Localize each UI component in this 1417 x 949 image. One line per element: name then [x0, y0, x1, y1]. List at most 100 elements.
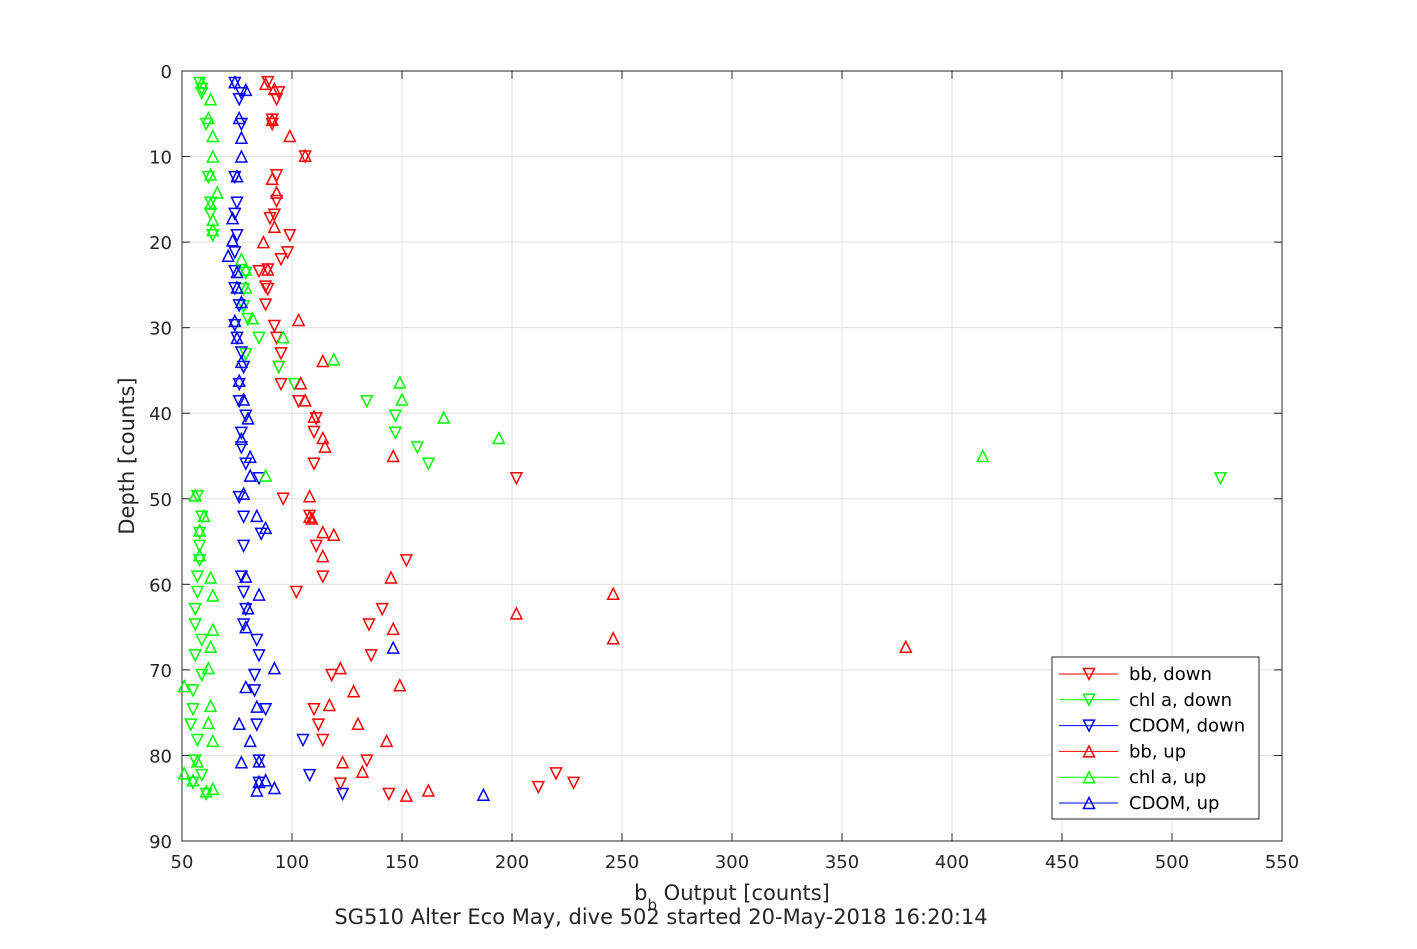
data-point-bb-down: [566, 776, 581, 790]
data-point-chl-a-up: [395, 392, 409, 406]
data-point-bb-down: [258, 298, 273, 312]
data-point-chl-a-up: [201, 110, 216, 125]
data-point-bb-down: [274, 252, 288, 267]
data-point-bb-up: [265, 112, 279, 127]
data-point-cdom-up: [228, 313, 242, 328]
data-point-chl-a-up: [197, 508, 211, 523]
data-point-bb-down: [333, 777, 348, 791]
data-point-chl-a-up: [203, 196, 218, 210]
data-point-bb-down: [360, 754, 374, 768]
data-point-cdom-down: [258, 702, 273, 717]
x-tick-label: 150: [385, 852, 419, 873]
legend-label: CDOM, down: [1129, 716, 1245, 737]
data-point-bb-down: [509, 471, 524, 486]
series-bb-up: [256, 76, 913, 802]
data-point-chl-a-up: [210, 185, 224, 199]
data-point-cdom-up: [234, 149, 249, 163]
data-point-cdom-down: [228, 170, 242, 185]
y-tick-label: 50: [149, 490, 172, 511]
data-point-cdom-up: [252, 587, 266, 601]
data-point-chl-a-down: [188, 649, 202, 663]
data-point-chl-a-down: [190, 733, 205, 748]
data-point-chl-a-down: [186, 702, 200, 717]
data-point-cdom-up: [267, 661, 282, 675]
data-point-chl-a-up: [192, 548, 207, 562]
data-markers: [177, 74, 1228, 802]
data-point-bb-down: [269, 194, 284, 209]
data-point-cdom-up: [267, 780, 282, 795]
data-point-cdom-down: [232, 394, 246, 409]
data-point-chl-a-down: [201, 170, 216, 185]
data-point-chl-a-down: [188, 618, 202, 632]
data-point-cdom-up: [239, 619, 253, 634]
legend-marker: [1082, 795, 1096, 810]
data-point-cdom-up: [230, 169, 244, 183]
data-point-cdom-up: [476, 787, 491, 802]
data-point-bb-up: [316, 430, 330, 445]
data-point-bb-up: [335, 755, 350, 769]
y-tick-label: 70: [149, 661, 172, 682]
data-point-chl-a-up: [437, 410, 451, 424]
data-point-bb-down: [261, 75, 275, 90]
data-point-bb-up: [351, 716, 365, 731]
data-point-cdom-up: [230, 264, 244, 279]
data-point-chl-a-up: [206, 588, 220, 602]
data-point-bb-up: [298, 393, 312, 407]
data-point-cdom-down: [250, 633, 264, 648]
data-point-cdom-up: [234, 755, 249, 769]
y-tick-label: 30: [149, 319, 172, 340]
x-tick-label: 400: [935, 852, 969, 873]
data-point-chl-a-up: [177, 766, 191, 780]
data-point-bb-down: [280, 246, 295, 260]
data-point-cdom-down: [236, 618, 251, 632]
data-point-chl-a-down: [410, 441, 425, 455]
series-chl-a-up: [177, 75, 990, 798]
data-point-chl-a-up: [190, 754, 205, 768]
y-tick-label: 0: [161, 62, 172, 83]
data-point-bb-up: [421, 783, 436, 797]
data-point-cdom-down: [236, 510, 251, 524]
data-point-bb-up: [333, 661, 348, 675]
data-point-chl-a-up: [206, 149, 220, 163]
data-point-bb-down: [311, 718, 326, 732]
data-point-cdom-up: [234, 354, 249, 369]
legend: bb, down chl a, down CDOM, down bb, up chl a…: [1051, 656, 1260, 820]
data-point-chl-a-up: [201, 715, 216, 730]
series-cdom-up: [221, 74, 491, 802]
data-point-chl-a-up: [234, 252, 249, 266]
data-point-chl-a-down: [252, 331, 266, 346]
data-point-chl-a-up: [206, 781, 220, 796]
data-point-bb-up: [316, 524, 330, 539]
data-point-bb-down: [309, 412, 323, 426]
data-point-cdom-up: [243, 733, 257, 748]
data-point-cdom-up: [241, 411, 255, 425]
data-point-chl-a-up: [186, 773, 200, 787]
data-point-bb-down: [267, 319, 282, 334]
data-point-chl-a-down: [388, 426, 403, 441]
data-point-chl-a-down: [184, 718, 198, 732]
data-point-chl-a-up: [201, 661, 216, 675]
data-point-bb-down: [258, 280, 273, 294]
data-point-cdom-up: [386, 640, 400, 654]
data-point-chl-a-up: [276, 329, 290, 344]
data-point-bb-down: [531, 780, 546, 795]
x-axis-label-main: b: [634, 881, 647, 905]
data-point-cdom-down: [236, 585, 251, 600]
data-point-cdom-down: [302, 768, 317, 783]
data-point-bb-up: [283, 128, 297, 143]
data-point-bb-up: [307, 409, 321, 423]
data-point-bb-up: [267, 219, 282, 233]
data-point-cdom-up: [239, 569, 253, 583]
data-point-bb-up: [318, 439, 332, 453]
data-point-cdom-down: [228, 282, 242, 296]
data-point-chl-a-up: [492, 430, 506, 445]
data-point-cdom-down: [230, 229, 244, 243]
legend-marker: [1082, 693, 1096, 707]
data-point-cdom-down: [250, 718, 264, 732]
data-point-chl-a-down: [190, 570, 205, 584]
data-point-cdom-up: [234, 130, 249, 144]
data-point-bb-down: [316, 733, 330, 748]
axis-ticks: 50 100 150 200 250 300 350 400 450 500 550 0 10 20 30 4…: [149, 62, 1299, 873]
data-point-bb-down: [382, 787, 396, 802]
series-chl-a-down: [184, 76, 1228, 802]
